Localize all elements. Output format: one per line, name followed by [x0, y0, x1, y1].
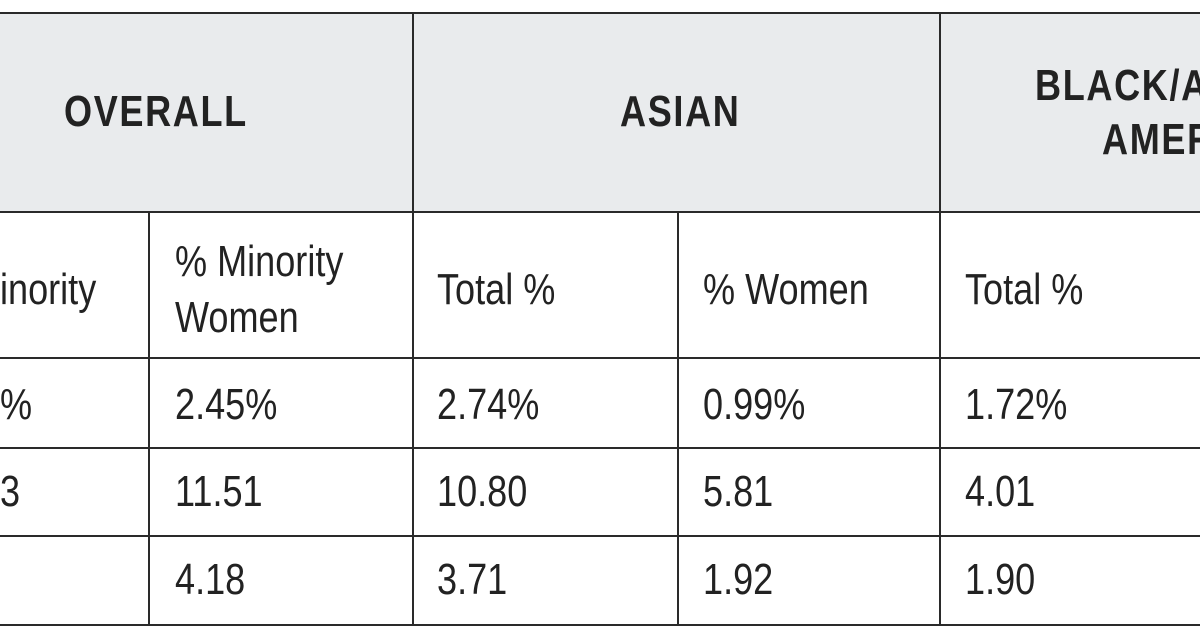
- row-border: [0, 624, 1200, 626]
- table-cell: 0.99%: [703, 380, 806, 429]
- table-cell: 4.01: [965, 467, 1036, 516]
- col-border: [677, 211, 679, 626]
- table-cell: 3: [0, 467, 21, 516]
- column-header: % Minority: [175, 237, 344, 286]
- column-header: Women: [175, 293, 299, 342]
- table-cell: %: [0, 380, 33, 429]
- group-header: BLACK/A: [1035, 61, 1200, 110]
- table-cell: 3.71: [437, 555, 508, 604]
- row-border: [0, 357, 1200, 359]
- header-background: [0, 12, 1200, 212]
- table-cell: 1.90: [965, 555, 1036, 604]
- table-cell: 2.45%: [175, 380, 278, 429]
- row-border: [0, 12, 1200, 14]
- group-header: OVERALL: [64, 87, 248, 136]
- column-header: Total %: [437, 265, 556, 314]
- column-header: Total %: [965, 265, 1084, 314]
- table-cell: 5.81: [703, 467, 774, 516]
- table-cell: 1.92: [703, 555, 774, 604]
- table-cell: 11.51: [175, 467, 263, 516]
- group-header: ASIAN: [620, 87, 741, 136]
- column-header: % Women: [703, 265, 869, 314]
- col-border: [412, 12, 414, 626]
- row-border: [0, 535, 1200, 537]
- col-border: [939, 12, 941, 626]
- group-header: AMER: [1102, 115, 1200, 164]
- row-border: [0, 211, 1200, 213]
- table-cell: 10.80: [437, 467, 528, 516]
- col-border: [148, 211, 150, 626]
- row-border: [0, 447, 1200, 449]
- column-header: inority: [0, 265, 97, 314]
- table-cell: 4.18: [175, 555, 246, 604]
- table-cell: 1.72%: [965, 380, 1068, 429]
- table-cell: 2.74%: [437, 380, 540, 429]
